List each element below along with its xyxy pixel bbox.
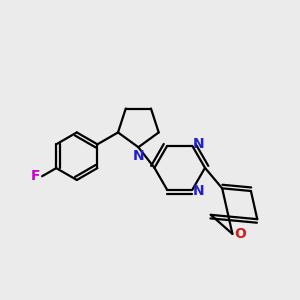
Text: N: N: [133, 149, 144, 163]
Text: N: N: [193, 137, 205, 152]
Text: F: F: [31, 169, 40, 183]
Text: O: O: [234, 227, 246, 241]
Text: N: N: [193, 184, 205, 198]
